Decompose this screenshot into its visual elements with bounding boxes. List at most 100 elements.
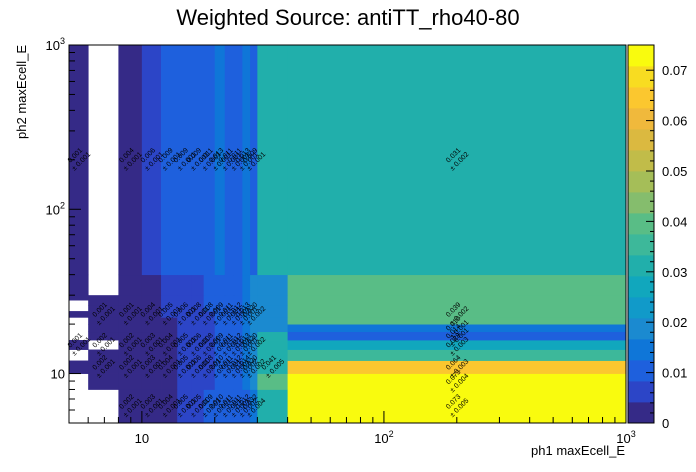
colorbar-tick-label: 0.05	[662, 164, 687, 179]
heatmap-cell	[250, 373, 258, 390]
heatmap-cell	[203, 373, 216, 390]
heatmap-cell	[257, 45, 288, 276]
heatmap-cell	[203, 331, 216, 341]
heatmap-cell	[287, 45, 627, 276]
heatmap-cell	[69, 340, 89, 350]
colorbar-segment	[628, 381, 654, 403]
heatmap-cell	[242, 360, 251, 374]
heatmap-cell	[233, 45, 243, 276]
chart-title: Weighted Source: antiTT_rho40-80	[176, 5, 519, 30]
heatmap-cell	[177, 300, 192, 306]
heatmap-cell	[161, 349, 178, 361]
heatmap-cell	[242, 373, 251, 390]
heatmap-cell	[203, 300, 216, 306]
heatmap-cell	[191, 305, 205, 312]
heatmap-cell	[88, 349, 119, 361]
heatmap-cell	[257, 324, 288, 333]
heatmap-cell	[191, 340, 205, 350]
heatmap-cell	[118, 324, 143, 333]
heatmap-cell	[191, 45, 205, 276]
heatmap-cell	[214, 349, 226, 361]
heatmap-cell	[287, 324, 627, 333]
colorbar-segment	[628, 402, 654, 424]
tick-exponent: 2	[60, 200, 65, 210]
heatmap-cell	[141, 305, 162, 312]
heatmap-cell	[203, 274, 216, 296]
heatmap-cell	[88, 360, 119, 374]
colorbar-tick-label: 0.07	[662, 63, 687, 78]
heatmap-cell	[224, 349, 235, 361]
heatmap-cell	[69, 360, 89, 374]
heatmap-cell	[161, 373, 178, 390]
heatmap-cell	[242, 331, 251, 341]
heatmap-cell	[233, 300, 243, 306]
heatmap-cell	[224, 360, 235, 374]
heatmap-cell	[203, 311, 216, 318]
heatmap-cells	[69, 45, 627, 424]
heatmap-cell	[257, 274, 288, 296]
colorbar-segment	[628, 66, 654, 88]
heatmap-cell	[177, 373, 192, 390]
heatmap-cell	[118, 317, 143, 325]
heatmap-cell	[287, 300, 627, 306]
colorbar-segment	[628, 171, 654, 193]
heatmap-cell	[177, 349, 192, 361]
heatmap-cell	[242, 45, 251, 276]
heatmap-cell	[161, 300, 178, 306]
heatmap-cell	[191, 349, 205, 361]
heatmap-cell	[161, 295, 178, 301]
heatmap-cell	[214, 300, 226, 306]
heatmap-cell	[161, 389, 178, 424]
heatmap-cell	[242, 311, 251, 318]
heatmap-cell	[141, 311, 162, 318]
heatmap-cell	[161, 331, 178, 341]
heatmap-cell	[118, 340, 143, 350]
colorbar-segment	[628, 150, 654, 172]
heatmap-cell	[203, 340, 216, 350]
heatmap-cell	[233, 349, 243, 361]
heatmap-cell	[118, 274, 143, 296]
heatmap-cell	[161, 305, 178, 312]
heatmap-cell	[224, 340, 235, 350]
heatmap-cell	[242, 295, 251, 301]
heatmap-cell	[257, 317, 288, 325]
heatmap-cell	[287, 349, 627, 361]
heatmap-cell	[214, 360, 226, 374]
tick-exponent: 3	[60, 36, 65, 46]
heatmap-cell	[250, 300, 258, 306]
x-tick-label: 102	[374, 429, 393, 446]
heatmap-cell	[224, 317, 235, 325]
heatmap-cell	[141, 45, 162, 276]
plot-frame	[68, 44, 627, 424]
heatmap-cell	[257, 373, 288, 390]
heatmap-cell	[177, 340, 192, 350]
heatmap-cell	[161, 360, 178, 374]
heatmap-cell	[191, 331, 205, 341]
heatmap-cell	[214, 311, 226, 318]
heatmap-cell	[118, 349, 143, 361]
heatmap-cell	[118, 305, 143, 312]
heatmap-cell	[88, 373, 119, 390]
colorbar-segment	[628, 45, 654, 67]
colorbar-segment	[628, 318, 654, 340]
colorbar-segment	[628, 297, 654, 319]
colorbar: 0 0.01 0.02 0.03 0.04 0.05 0.06 0.07	[627, 44, 687, 431]
heatmap-cell	[214, 295, 226, 301]
heatmap-cell	[242, 340, 251, 350]
heatmap-cell	[118, 373, 143, 390]
heatmap-cell	[287, 317, 627, 325]
colorbar-frame	[627, 44, 655, 424]
heatmap-cell	[250, 45, 258, 276]
y-axis-label: ph2 maxEcell_E	[14, 45, 29, 139]
heatmap-cell	[69, 45, 89, 276]
heatmap-cell	[177, 331, 192, 341]
heatmap-cell	[224, 389, 235, 424]
heatmap-cell	[141, 317, 162, 325]
heatmap-cell	[118, 300, 143, 306]
heatmap-cell	[191, 317, 205, 325]
heatmap-cell	[177, 324, 192, 333]
heatmap-cell	[224, 331, 235, 341]
heatmap-cell	[203, 349, 216, 361]
colorbar-tick-label: 0.03	[662, 265, 687, 280]
heatmap-cell	[88, 295, 119, 301]
